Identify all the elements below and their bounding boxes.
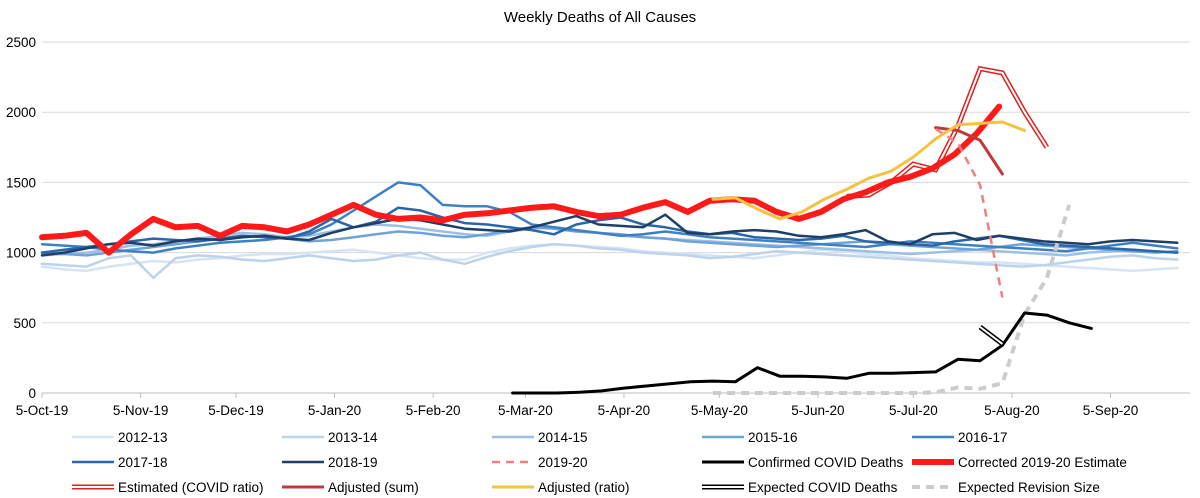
- legend-2012-13: 2012-13: [72, 430, 168, 445]
- series-2013-14: [40, 242, 1179, 280]
- legend-corrected-2019-20-estimate-label: Corrected 2019-20 Estimate: [958, 455, 1127, 470]
- legend-2013-14: 2013-14: [282, 430, 378, 445]
- legend-adjusted-sum-label: Adjusted (sum): [328, 480, 419, 495]
- series-2018-19: [40, 213, 1179, 257]
- x-tick-label: 5-Jun-20: [791, 403, 844, 418]
- legend: 2012-13 2013-14 2014-15 2015-16 2016-17 2017-…: [72, 430, 1127, 495]
- x-tick-label: 5-May-20: [691, 403, 748, 418]
- legend-2019-20: 2019-20: [492, 455, 588, 470]
- series-confirmed-covid-deaths: [511, 311, 1093, 395]
- x-tick-label: 5-Feb-20: [406, 403, 461, 418]
- legend-adjusted-ratio: Adjusted (ratio): [492, 480, 630, 495]
- legend-confirmed-covid-deaths-label: Confirmed COVID Deaths: [748, 455, 904, 470]
- x-tick-label: 5-Sep-20: [1083, 403, 1139, 418]
- legend-estimated-covid-ratio: Estimated (COVID ratio): [72, 480, 264, 495]
- legend-estimated-covid-ratio-label: Estimated (COVID ratio): [118, 480, 264, 495]
- legend-2018-19: 2018-19: [282, 455, 378, 470]
- legend-expected-covid-deaths-label: Expected COVID Deaths: [748, 480, 898, 495]
- legend-expected-revision-size: Expected Revision Size: [912, 480, 1100, 495]
- x-tick-label: 5-Jul-20: [889, 403, 938, 418]
- series-adjusted-sum: [934, 126, 1004, 176]
- plot-area: [39, 65, 1179, 395]
- y-tick-label: 0: [28, 386, 36, 401]
- legend-2016-17: 2016-17: [912, 430, 1008, 445]
- legend-2015-16: 2015-16: [702, 430, 798, 445]
- y-tick-label: 2500: [6, 35, 36, 50]
- series-2019-20: [934, 127, 1004, 298]
- x-tick-label: 5-Aug-20: [984, 403, 1040, 418]
- x-tick-label: 5-Nov-19: [113, 403, 169, 418]
- legend-2014-15-label: 2014-15: [538, 430, 588, 445]
- legend-expected-revision-size-label: Expected Revision Size: [958, 480, 1100, 495]
- x-tick-label: 5-Dec-19: [208, 403, 264, 418]
- x-tick-label: 5-Jan-20: [308, 403, 361, 418]
- legend-2018-19-label: 2018-19: [328, 455, 378, 470]
- series-adjusted-ratio: [711, 120, 1027, 221]
- series-2016-17: [40, 181, 1179, 254]
- series-2012-13: [40, 242, 1179, 273]
- series-corrected-2019-20-estimate: [39, 103, 1003, 256]
- series-expected-covid-deaths-inner: [979, 326, 1004, 345]
- x-tick-label: 5-Mar-20: [498, 403, 553, 418]
- legend-confirmed-covid-deaths: Confirmed COVID Deaths: [702, 455, 904, 470]
- x-tick-label: 5-Apr-20: [598, 403, 651, 418]
- y-axis: 0 500 1000 1500 2000 2500: [6, 35, 36, 401]
- legend-2014-15: 2014-15: [492, 430, 588, 445]
- series-expected-revision-size: [713, 204, 1072, 395]
- chart-title: Weekly Deaths of All Causes: [504, 9, 696, 26]
- y-tick-label: 1000: [6, 246, 36, 261]
- legend-expected-covid-deaths: Expected COVID Deaths: [702, 480, 898, 495]
- y-tick-label: 2000: [6, 105, 36, 120]
- legend-2017-18: 2017-18: [72, 455, 168, 470]
- legend-2016-17-label: 2016-17: [958, 430, 1008, 445]
- legend-2013-14-label: 2013-14: [328, 430, 378, 445]
- legend-corrected-2019-20-estimate: Corrected 2019-20 Estimate: [912, 455, 1127, 470]
- legend-adjusted-sum: Adjusted (sum): [282, 480, 419, 495]
- legend-2019-20-label: 2019-20: [538, 455, 588, 470]
- grid: [42, 41, 1190, 394]
- y-tick-label: 500: [13, 316, 36, 331]
- x-tick-label: 5-Oct-19: [16, 403, 69, 418]
- legend-2015-16-label: 2015-16: [748, 430, 798, 445]
- legend-adjusted-ratio-label: Adjusted (ratio): [538, 480, 630, 495]
- legend-2012-13-label: 2012-13: [118, 430, 168, 445]
- legend-2017-18-label: 2017-18: [118, 455, 168, 470]
- y-tick-label: 1500: [6, 175, 36, 190]
- x-axis: 5-Oct-19 5-Nov-19 5-Dec-19 5-Jan-20 5-Feb-20…: [16, 393, 1139, 418]
